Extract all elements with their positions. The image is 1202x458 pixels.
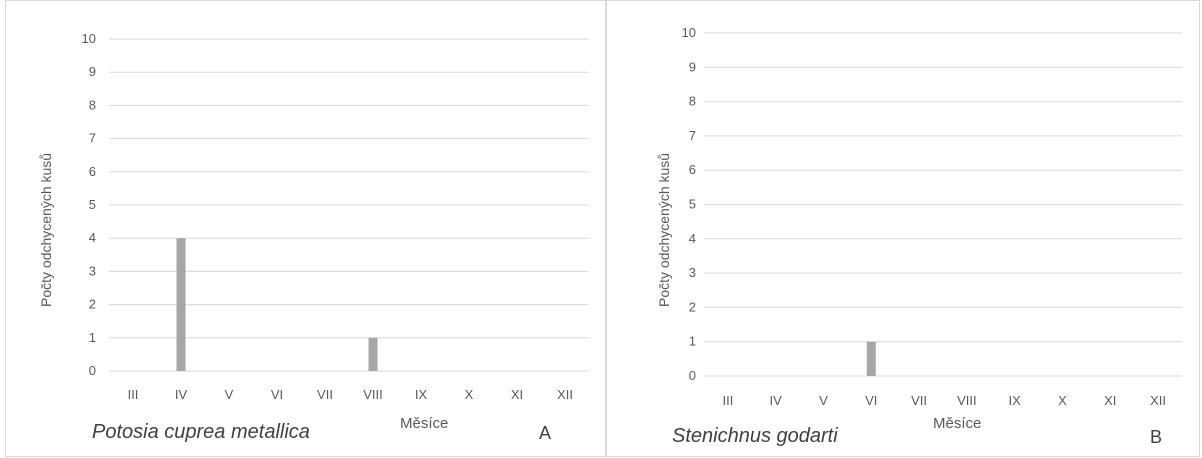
- panel-label-a: A: [539, 423, 552, 443]
- y-tick-label: 9: [89, 64, 96, 79]
- y-tick-label: 1: [689, 334, 696, 349]
- bar-viii: [368, 337, 378, 371]
- x-tick-label: III: [128, 387, 139, 402]
- y-axis-title-b: Počty odchycených kusů: [656, 152, 672, 307]
- x-tick-label: III: [722, 393, 733, 408]
- y-tick-label: 10: [82, 31, 96, 46]
- y-tick-label: 4: [689, 231, 696, 246]
- species-caption-b: Stenichnus godarti: [672, 425, 838, 447]
- x-axis-title-a: Měsíce: [400, 415, 449, 432]
- x-tick-label: IX: [1009, 393, 1022, 408]
- x-tick-label: XI: [1104, 393, 1116, 408]
- x-tick-label: VI: [865, 393, 877, 408]
- x-tick-label: VIII: [957, 393, 977, 408]
- y-tick-label: 0: [689, 368, 696, 383]
- y-tick-label: 3: [89, 263, 96, 278]
- bar-chart-a: 0 1 2 3 4 5 6 7 8 9 10 III IV V VI VII VIII IX X XI XII: [82, 31, 589, 402]
- panel-label-b: B: [1150, 427, 1163, 447]
- bar-chart-b: 0 1 2 3 4 5 6 7 8 9 10 III IV V VI VII VIII IX X XI XII: [682, 25, 1182, 408]
- x-tick-label: VII: [911, 393, 927, 408]
- y-tick-label: 5: [689, 197, 696, 212]
- y-tick-label: 4: [89, 230, 96, 245]
- x-tick-label: IV: [770, 393, 783, 408]
- y-tick-label: 8: [689, 94, 696, 109]
- species-caption-a: Potosia cuprea metallica: [92, 421, 310, 443]
- y-tick-label: 8: [89, 97, 96, 112]
- x-tick-label: XII: [557, 387, 573, 402]
- y-tick-label: 1: [89, 330, 96, 345]
- y-tick-label: 6: [89, 164, 96, 179]
- y-axis-title-a: Počty odchycených kusů: [38, 152, 54, 307]
- chart-panel-a: 0 1 2 3 4 5 6 7 8 9 10 III IV V VI VII VIII IX X XI XII Počt…: [5, 0, 606, 457]
- bar-iv: [176, 238, 186, 371]
- x-tick-label: V: [819, 393, 828, 408]
- chart-panel-b: 0 1 2 3 4 5 6 7 8 9 10 III IV V VI VII VIII IX X XI XII Počt…: [606, 0, 1200, 457]
- x-tick-label: XII: [1150, 393, 1166, 408]
- x-tick-label: VII: [317, 387, 333, 402]
- x-tick-label: X: [1058, 393, 1067, 408]
- y-tick-label: 9: [689, 59, 696, 74]
- x-tick-label: IX: [415, 387, 428, 402]
- x-tick-label: IV: [175, 387, 188, 402]
- x-tick-label: VIII: [363, 387, 383, 402]
- y-tick-label: 3: [689, 265, 696, 280]
- x-tick-label: V: [225, 387, 234, 402]
- y-tick-label: 5: [89, 197, 96, 212]
- bar-vi: [866, 341, 876, 376]
- y-tick-label: 2: [689, 299, 696, 314]
- y-tick-label: 6: [689, 162, 696, 177]
- x-axis-title-b: Měsíce: [933, 415, 982, 432]
- y-tick-label: 0: [89, 363, 96, 378]
- y-tick-label: 7: [89, 131, 96, 146]
- y-tick-label: 10: [682, 25, 696, 40]
- y-tick-label: 2: [89, 297, 96, 312]
- y-tick-label: 7: [689, 128, 696, 143]
- x-tick-label: XI: [511, 387, 523, 402]
- x-tick-label: X: [465, 387, 474, 402]
- x-tick-label: VI: [271, 387, 283, 402]
